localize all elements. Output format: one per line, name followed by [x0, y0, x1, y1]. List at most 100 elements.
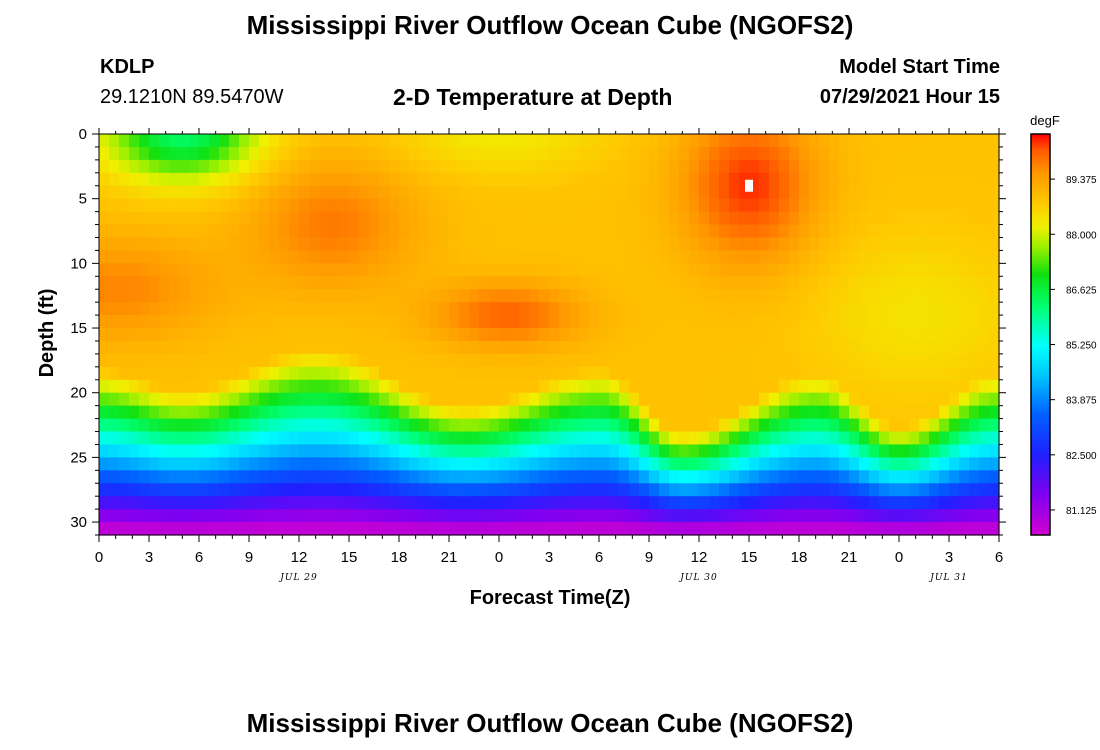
heatmap-cell [349, 224, 360, 239]
heatmap-cell [449, 522, 460, 536]
heatmap-cell [969, 470, 980, 484]
heatmap-cell [469, 366, 480, 381]
heatmap-cell [749, 250, 760, 264]
heatmap-cell [799, 237, 810, 252]
heatmap-cell [829, 276, 840, 290]
heatmap-cell [739, 444, 750, 458]
heatmap-cell [919, 366, 930, 381]
heatmap-cell [479, 237, 490, 252]
heatmap-cell [379, 444, 390, 458]
heatmap-cell [689, 289, 700, 303]
heatmap-cell [909, 134, 920, 148]
heatmap-cell [229, 263, 240, 277]
heatmap-cell [799, 263, 810, 277]
heatmap-cell [869, 250, 880, 264]
heatmap-cell [919, 483, 930, 497]
heatmap-cell [379, 379, 390, 394]
heatmap-cell [949, 237, 960, 252]
heatmap-cell [179, 328, 190, 342]
heatmap-cell [889, 146, 900, 161]
heatmap-cell [639, 444, 650, 458]
heatmap-cell [659, 134, 670, 148]
heatmap-cell [759, 340, 770, 355]
heatmap-cell [439, 457, 450, 471]
heatmap-cell [149, 353, 160, 368]
heatmap-cell [509, 224, 520, 239]
heatmap-cell [909, 185, 920, 200]
heatmap-cell [919, 509, 930, 523]
heatmap-cell [899, 146, 910, 161]
heatmap-cell [389, 328, 400, 342]
heatmap-cell [329, 276, 340, 290]
heatmap-cell [569, 483, 580, 497]
heatmap-cell [889, 444, 900, 458]
heatmap-cell [819, 224, 830, 239]
heatmap-cell [289, 302, 300, 316]
heatmap-cell [759, 198, 770, 213]
heatmap-cell [229, 522, 240, 536]
heatmap-cell [239, 509, 250, 523]
heatmap-cell [859, 263, 870, 277]
heatmap-cell [259, 198, 270, 213]
heatmap-cell [309, 146, 320, 161]
heatmap-cell [439, 522, 450, 536]
heatmap-cell [289, 224, 300, 239]
heatmap-cell [879, 276, 890, 290]
heatmap-cell [969, 379, 980, 394]
heatmap-cell [589, 353, 600, 368]
heatmap-cell [279, 522, 290, 536]
heatmap-cell [589, 146, 600, 161]
heatmap-cell [769, 224, 780, 239]
heatmap-cell [889, 172, 900, 187]
heatmap-cell [619, 522, 630, 536]
heatmap-cell [329, 134, 340, 148]
heatmap-cell [659, 353, 670, 368]
heatmap-cell [169, 289, 180, 303]
heatmap-cell [529, 496, 540, 510]
heatmap-cell [229, 250, 240, 264]
heatmap-cell [949, 392, 960, 407]
heatmap-cell [329, 328, 340, 342]
heatmap-cell [179, 289, 190, 303]
heatmap-cell [569, 159, 580, 174]
heatmap-cell [209, 431, 220, 446]
heatmap-cell [389, 224, 400, 239]
heatmap-cell [979, 146, 990, 161]
heatmap-cell [599, 315, 610, 329]
heatmap-cell [669, 250, 680, 264]
heatmap-cell [329, 353, 340, 368]
heatmap-cell [159, 392, 170, 407]
heatmap-cell [759, 134, 770, 148]
heatmap-cell [389, 457, 400, 471]
heatmap-cell [749, 263, 760, 277]
heatmap-cell [739, 366, 750, 381]
heatmap-cell [439, 470, 450, 484]
heatmap-cell [379, 340, 390, 355]
heatmap-cell [889, 134, 900, 148]
heatmap-cell [289, 379, 300, 394]
heatmap-cell [419, 185, 430, 200]
heatmap-cell [399, 198, 410, 213]
heatmap-cell [779, 172, 790, 187]
heatmap-cell [459, 211, 470, 226]
heatmap-cell [119, 353, 130, 368]
heatmap-cell [159, 444, 170, 458]
heatmap-cell [569, 431, 580, 446]
heatmap-cell [769, 250, 780, 264]
heatmap-cell [569, 509, 580, 523]
heatmap-cell [559, 237, 570, 252]
heatmap-cell [519, 457, 530, 471]
heatmap-cell [379, 159, 390, 174]
heatmap-cell [469, 405, 480, 420]
heatmap-cell [949, 496, 960, 510]
heatmap-cell [439, 146, 450, 161]
heatmap-cell [669, 470, 680, 484]
heatmap-cell [939, 224, 950, 239]
heatmap-cell [859, 134, 870, 148]
heatmap-cell [839, 522, 850, 536]
heatmap-cell [429, 483, 440, 497]
heatmap-cell [379, 263, 390, 277]
heatmap-cell [129, 483, 140, 497]
heatmap-cell [349, 328, 360, 342]
heatmap-cell [589, 366, 600, 381]
